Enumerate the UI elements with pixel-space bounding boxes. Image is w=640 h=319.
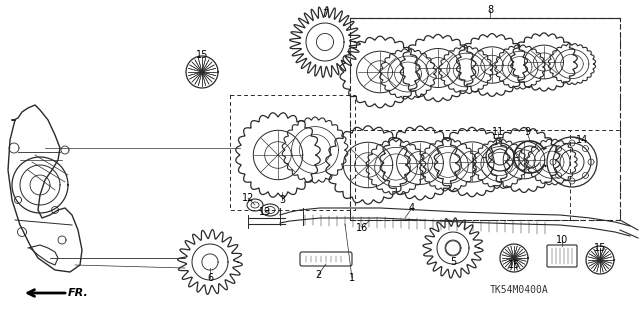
Ellipse shape — [251, 202, 259, 208]
Text: 3: 3 — [279, 195, 285, 205]
Ellipse shape — [547, 137, 597, 187]
Text: 10: 10 — [556, 235, 568, 245]
Text: 16: 16 — [356, 223, 368, 233]
Text: 15: 15 — [594, 243, 606, 253]
Text: 12: 12 — [242, 193, 254, 203]
FancyBboxPatch shape — [547, 245, 577, 267]
Text: 14: 14 — [576, 135, 588, 145]
Text: 11: 11 — [492, 127, 504, 137]
Ellipse shape — [486, 143, 514, 171]
Ellipse shape — [247, 199, 263, 211]
Text: 15: 15 — [196, 50, 208, 60]
Text: 5: 5 — [450, 257, 456, 267]
Text: 7: 7 — [322, 9, 328, 19]
Text: FR.: FR. — [68, 288, 89, 298]
Text: TK54M0400A: TK54M0400A — [490, 285, 548, 295]
Text: 13: 13 — [259, 207, 271, 217]
Text: 6: 6 — [207, 273, 213, 283]
Ellipse shape — [492, 149, 508, 165]
Ellipse shape — [265, 206, 275, 213]
Ellipse shape — [261, 204, 279, 216]
Text: 4: 4 — [409, 203, 415, 213]
Ellipse shape — [553, 143, 591, 181]
Text: 15: 15 — [508, 260, 520, 270]
Text: 1: 1 — [349, 273, 355, 283]
Ellipse shape — [560, 150, 584, 174]
Text: 9: 9 — [524, 127, 530, 137]
FancyBboxPatch shape — [300, 252, 352, 266]
Text: 8: 8 — [487, 5, 493, 15]
Text: 2: 2 — [315, 270, 321, 280]
